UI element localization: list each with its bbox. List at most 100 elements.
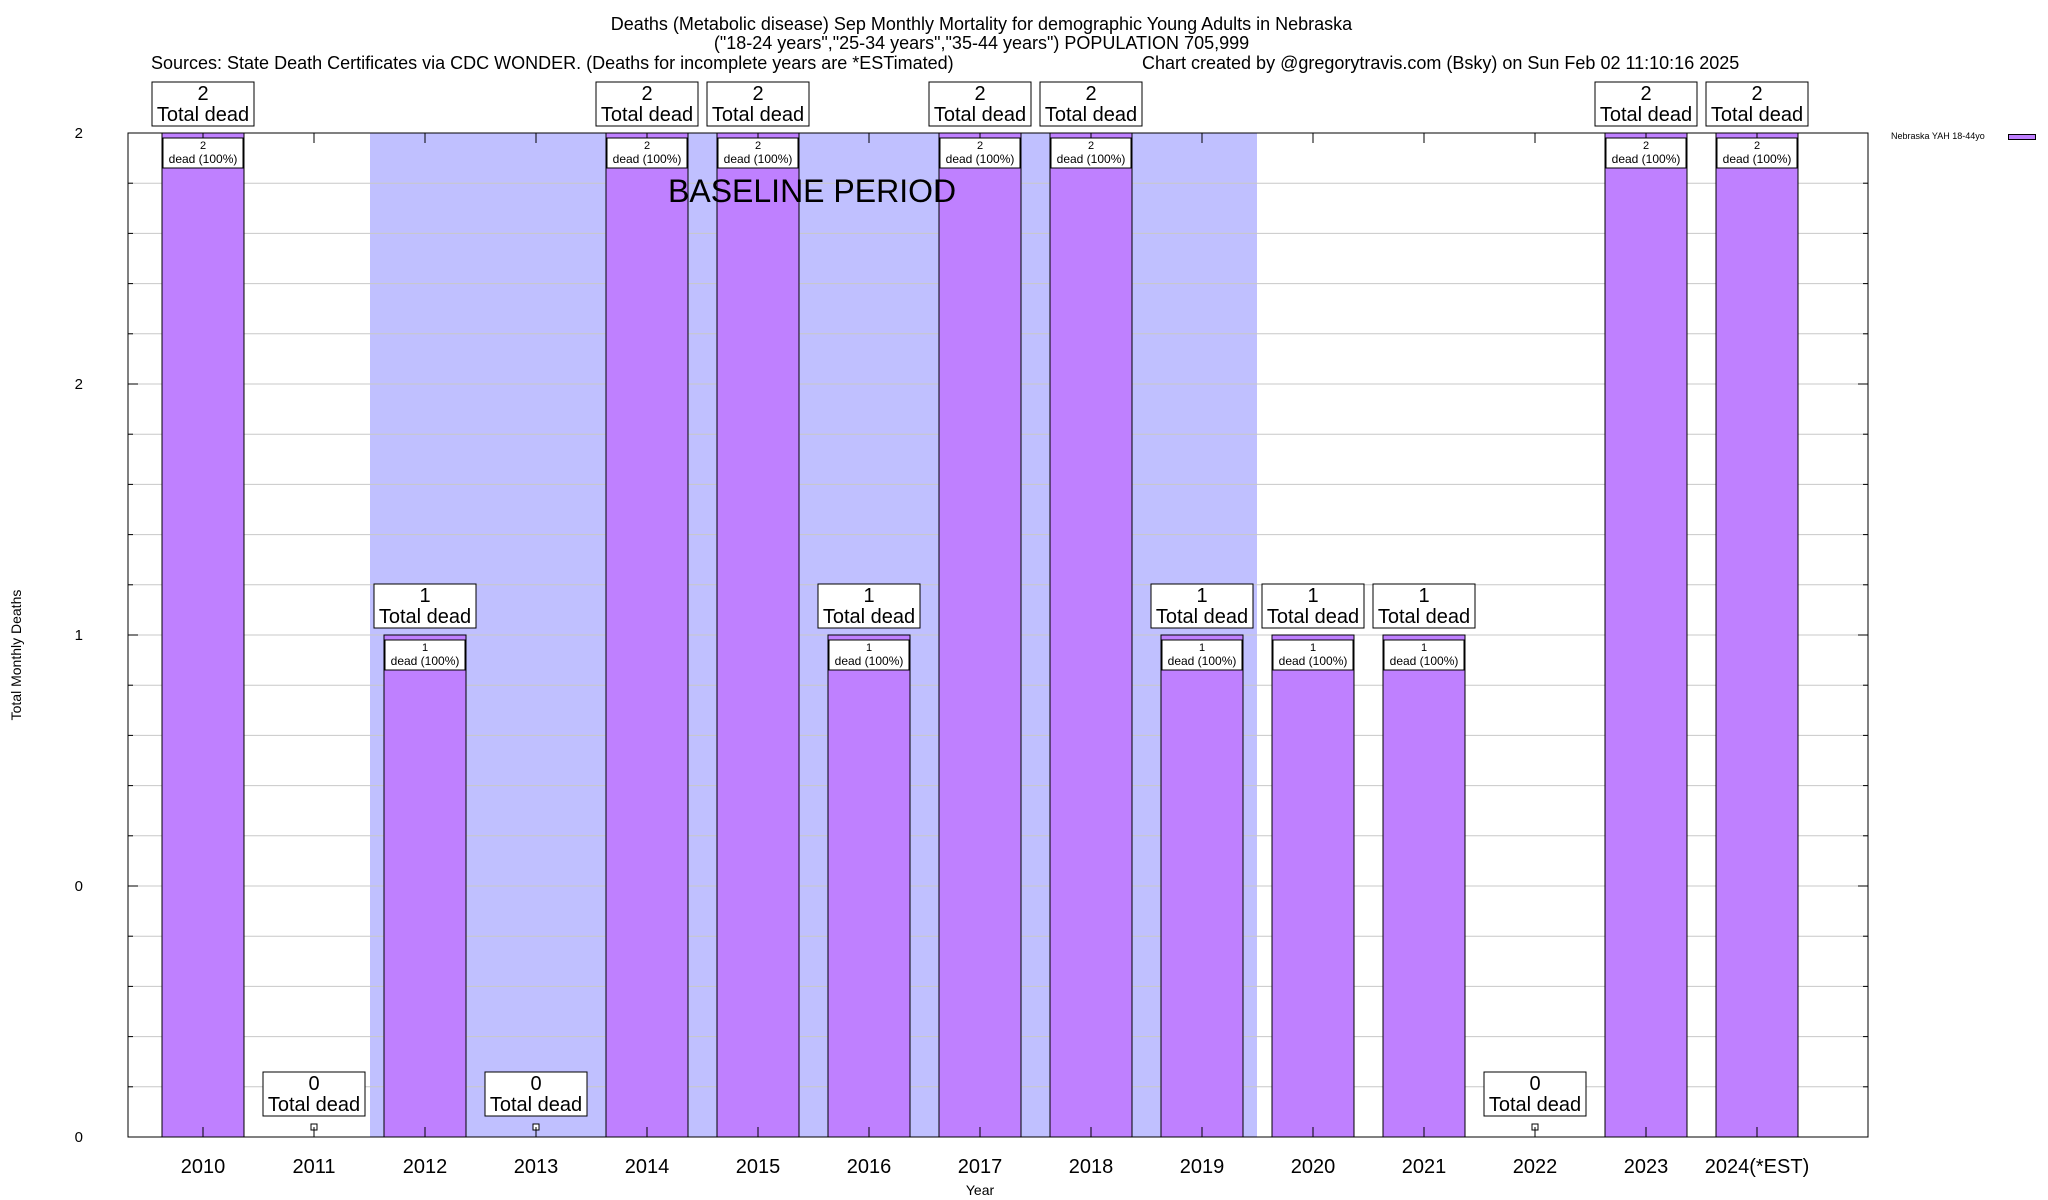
total-label-box [1594, 81, 1698, 127]
total-label-value: 2 [974, 83, 985, 105]
bar-label-text: dead (100%) [1057, 152, 1126, 166]
total-label-box [373, 583, 477, 629]
total-label-box [817, 583, 921, 629]
x-tick-label: 2023 [1624, 1156, 1669, 1178]
bar [605, 132, 689, 1138]
total-label-box [1261, 583, 1365, 629]
bar [161, 132, 245, 1138]
bar-label-text: dead (100%) [835, 654, 904, 668]
bar-label-text: dead (100%) [1279, 654, 1348, 668]
x-tick-label: 2011 [292, 1156, 335, 1178]
total-label-value: 2 [197, 83, 208, 105]
bar-label-box [1161, 639, 1243, 671]
baseline-annotation: BASELINE PERIOD [668, 173, 957, 209]
total-label-box [706, 81, 810, 127]
total-label-value: 1 [1418, 585, 1429, 607]
x-tick-label: 2021 [1402, 1156, 1447, 1178]
bar [938, 132, 1022, 1138]
bar [716, 132, 800, 1138]
total-label-value: 0 [1529, 1073, 1540, 1095]
x-tick-label: 2012 [403, 1156, 448, 1178]
total-label-text: Total dead [934, 104, 1026, 126]
total-label-box [595, 81, 699, 127]
bar-label-value: 1 [422, 642, 428, 654]
bar-label-box [606, 137, 688, 169]
total-label-text: Total dead [268, 1094, 360, 1116]
total-label-text: Total dead [1156, 606, 1248, 628]
y-axis-label: Total Monthly Deaths [8, 589, 24, 721]
bar [383, 634, 467, 1138]
bar-label-box [1050, 137, 1132, 169]
bar-label-value: 1 [1199, 642, 1205, 654]
total-label-value: 2 [1640, 83, 1651, 105]
total-label-value: 1 [1307, 585, 1318, 607]
bar-label-value: 1 [1310, 642, 1316, 654]
bar [1160, 634, 1244, 1138]
bar-label-box [162, 137, 244, 169]
x-tick-label: 2020 [1291, 1156, 1336, 1178]
total-label-box [484, 1071, 588, 1117]
bar-label-value: 1 [1421, 642, 1427, 654]
x-tick-label: 2016 [847, 1156, 892, 1178]
total-label-text: Total dead [490, 1094, 582, 1116]
total-label-text: Total dead [157, 104, 249, 126]
bar-label-text: dead (100%) [1390, 654, 1459, 668]
x-tick-label: 2010 [181, 1156, 226, 1178]
total-label-value: 2 [1751, 83, 1762, 105]
x-tick-label: 2013 [514, 1156, 559, 1178]
chart-title: Deaths (Metabolic disease) Sep Monthly M… [610, 14, 1353, 34]
bar-label-box [939, 137, 1021, 169]
bar [1271, 634, 1355, 1138]
chart-subtitle: ("18-24 years","25-34 years","35-44 year… [713, 33, 1250, 53]
total-label-text: Total dead [712, 104, 804, 126]
bars [161, 132, 1799, 1138]
bar-label-box [1716, 137, 1798, 169]
x-tick-label: 2015 [736, 1156, 781, 1178]
bar-label-box [717, 137, 799, 169]
bar-label-text: dead (100%) [1612, 152, 1681, 166]
total-label-value: 1 [1196, 585, 1207, 607]
total-label-box [151, 81, 255, 127]
credit-note: Chart created by @gregorytravis.com (Bsk… [1142, 53, 1740, 73]
bar [1604, 132, 1688, 1138]
total-label-text: Total dead [1489, 1094, 1581, 1116]
bar [1049, 132, 1133, 1138]
bar-label-text: dead (100%) [1723, 152, 1792, 166]
plot-border [127, 132, 1869, 1138]
bar-label-box [828, 639, 910, 671]
y-tick-label: 2 [75, 376, 83, 393]
bar-label-text: dead (100%) [391, 654, 460, 668]
bar-label-box [1605, 137, 1687, 169]
x-axis-label: Year [965, 1182, 995, 1198]
total-label-text: Total dead [1600, 104, 1692, 126]
legend-entry: Nebraska YAH 18-44yo [1891, 131, 1985, 141]
x-tick-label: 2022 [1513, 1156, 1558, 1178]
bar-label-text: dead (100%) [724, 152, 793, 166]
bar-label-text: dead (100%) [1168, 654, 1237, 668]
bar-label-value: 2 [755, 140, 761, 152]
x-tick-label: 2017 [958, 1156, 1003, 1178]
bar-label-box [1272, 639, 1354, 671]
bar-label-value: 2 [1754, 140, 1760, 152]
bar-label-text: dead (100%) [946, 152, 1015, 166]
bar-label-value: 1 [866, 642, 872, 654]
total-label-text: Total dead [379, 606, 471, 628]
total-label-box [1150, 583, 1254, 629]
bar-label-text: dead (100%) [613, 152, 682, 166]
total-label-value: 2 [641, 83, 652, 105]
total-label-text: Total dead [1267, 606, 1359, 628]
total-label-text: Total dead [601, 104, 693, 126]
total-label-text: Total dead [823, 606, 915, 628]
bar-label-box [384, 639, 466, 671]
x-tick-label: 2018 [1069, 1156, 1114, 1178]
total-label-value: 2 [752, 83, 763, 105]
total-label-box [1483, 1071, 1587, 1117]
x-tick-label: 2019 [1180, 1156, 1225, 1178]
total-label-value: 1 [419, 585, 430, 607]
total-label-value: 0 [530, 1073, 541, 1095]
bar-label-value: 2 [977, 140, 983, 152]
bar-label-value: 2 [200, 140, 206, 152]
